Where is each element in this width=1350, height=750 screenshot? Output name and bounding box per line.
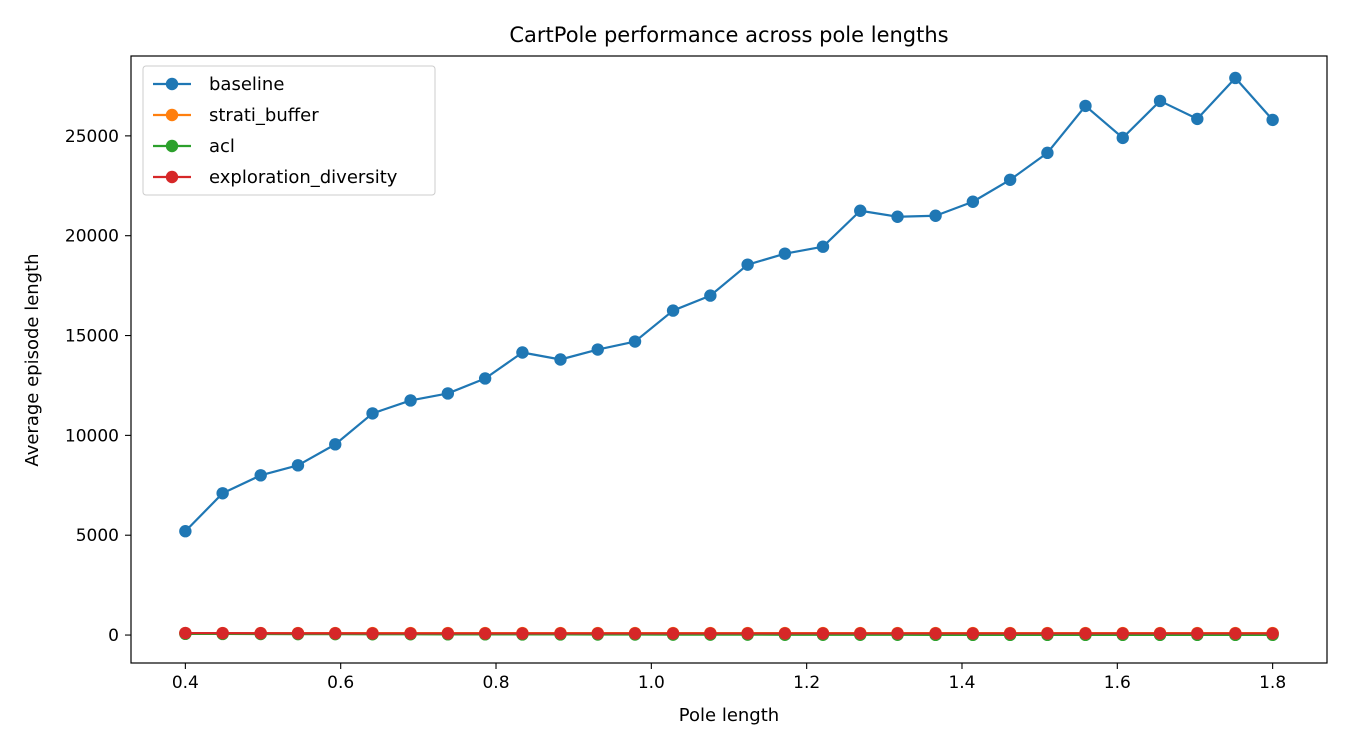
data-point-exploration_diversity <box>778 627 792 640</box>
data-point-exploration_diversity <box>1041 627 1054 640</box>
data-point-exploration_diversity <box>854 627 867 640</box>
x-tick-label: 1.0 <box>638 673 665 693</box>
data-point-baseline <box>591 343 604 356</box>
data-point-baseline <box>478 372 492 385</box>
y-tick-label: 15000 <box>65 327 119 347</box>
data-point-baseline <box>216 487 229 500</box>
data-point-baseline <box>254 469 267 482</box>
legend-item-acl: acl <box>153 136 235 157</box>
data-point-exploration_diversity <box>179 626 192 640</box>
data-point-exploration_diversity <box>516 627 529 640</box>
data-point-baseline <box>704 289 717 302</box>
data-point-exploration_diversity <box>404 627 417 640</box>
data-point-exploration_diversity <box>1003 627 1017 640</box>
data-point-baseline <box>628 335 642 348</box>
x-tick-label: 1.4 <box>948 673 975 693</box>
series-exploration_diversity <box>179 626 1279 640</box>
data-point-exploration_diversity <box>478 627 492 640</box>
data-point-exploration_diversity <box>1153 627 1167 640</box>
data-point-baseline <box>291 459 305 472</box>
legend-label: baseline <box>209 74 284 95</box>
data-point-exploration_diversity <box>891 627 904 640</box>
plot-area <box>179 71 1279 642</box>
data-point-exploration_diversity <box>1079 627 1092 640</box>
data-point-baseline <box>816 240 830 253</box>
legend-item-baseline: baseline <box>153 74 284 95</box>
legend-marker <box>165 77 179 91</box>
y-axis: 0 5000 10000 15000 20000 25000 <box>65 127 131 646</box>
data-point-exploration_diversity <box>628 627 642 640</box>
data-point-exploration_diversity <box>591 627 604 640</box>
data-point-exploration_diversity <box>666 627 680 640</box>
y-tick-label: 20000 <box>65 227 119 247</box>
data-point-exploration_diversity <box>1116 627 1129 640</box>
data-point-baseline <box>1191 112 1204 126</box>
data-point-baseline <box>441 387 455 400</box>
data-point-baseline <box>404 394 417 407</box>
x-tick-label: 1.8 <box>1259 673 1286 693</box>
y-tick-label: 25000 <box>65 127 119 147</box>
x-tick-label: 0.8 <box>482 673 509 693</box>
legend-marker <box>165 139 179 153</box>
x-tick-label: 1.6 <box>1104 673 1131 693</box>
data-point-exploration_diversity <box>291 627 305 640</box>
data-point-exploration_diversity <box>254 627 267 640</box>
legend-box <box>142 65 436 196</box>
series-baseline <box>179 71 1279 538</box>
data-point-baseline <box>1116 131 1129 145</box>
chart-title: CartPole performance across pole lengths <box>509 23 948 47</box>
data-point-baseline <box>516 346 529 359</box>
data-point-baseline <box>554 353 567 366</box>
y-tick-label: 5000 <box>76 526 119 546</box>
data-point-exploration_diversity <box>704 627 717 640</box>
plot-frame <box>130 55 1328 664</box>
data-point-exploration_diversity <box>554 627 567 640</box>
legend-marker <box>165 108 179 122</box>
data-point-baseline <box>1079 99 1092 113</box>
series-line-baseline <box>184 76 1274 532</box>
data-point-baseline <box>854 204 867 217</box>
y-axis-title: Average episode length <box>22 253 43 466</box>
data-point-baseline <box>1153 94 1167 108</box>
data-point-baseline <box>1266 113 1279 127</box>
data-point-baseline <box>666 304 680 317</box>
data-point-exploration_diversity <box>1191 627 1204 640</box>
x-tick-label: 0.6 <box>327 673 354 693</box>
data-point-baseline <box>329 438 342 451</box>
y-tick-label: 0 <box>108 626 119 646</box>
data-point-exploration_diversity <box>741 627 754 640</box>
data-point-exploration_diversity <box>929 627 942 640</box>
data-point-exploration_diversity <box>1229 627 1242 640</box>
x-tick-label: 0.4 <box>172 673 199 693</box>
legend-item-strati_buffer: strati_buffer <box>153 105 319 126</box>
legend-label: exploration_diversity <box>209 167 398 188</box>
data-point-baseline <box>966 195 980 208</box>
x-axis: 0.4 0.6 0.8 1.0 1.2 1.4 1.6 1.8 <box>172 663 1286 693</box>
data-point-baseline <box>929 209 942 222</box>
data-point-exploration_diversity <box>366 627 379 640</box>
x-tick-label: 1.2 <box>793 673 820 693</box>
data-point-baseline <box>778 247 792 260</box>
y-tick-label: 10000 <box>65 426 119 446</box>
data-point-baseline <box>891 210 904 223</box>
data-point-exploration_diversity <box>441 627 455 640</box>
data-point-exploration_diversity <box>816 627 830 640</box>
legend-marker <box>165 170 179 184</box>
data-point-baseline <box>1041 146 1054 160</box>
data-point-baseline <box>179 525 192 538</box>
data-point-exploration_diversity <box>966 627 980 640</box>
data-point-baseline <box>1229 71 1242 85</box>
legend-label: strati_buffer <box>209 105 319 126</box>
data-point-exploration_diversity <box>1266 627 1279 640</box>
data-point-baseline <box>1003 173 1017 186</box>
data-point-baseline <box>741 258 754 271</box>
data-point-exploration_diversity <box>329 627 342 640</box>
x-axis-title: Pole length <box>679 705 779 726</box>
data-point-exploration_diversity <box>216 626 229 640</box>
legend-label: acl <box>209 136 235 157</box>
data-point-baseline <box>366 407 379 420</box>
legend-item-exploration_diversity: exploration_diversity <box>153 167 398 188</box>
